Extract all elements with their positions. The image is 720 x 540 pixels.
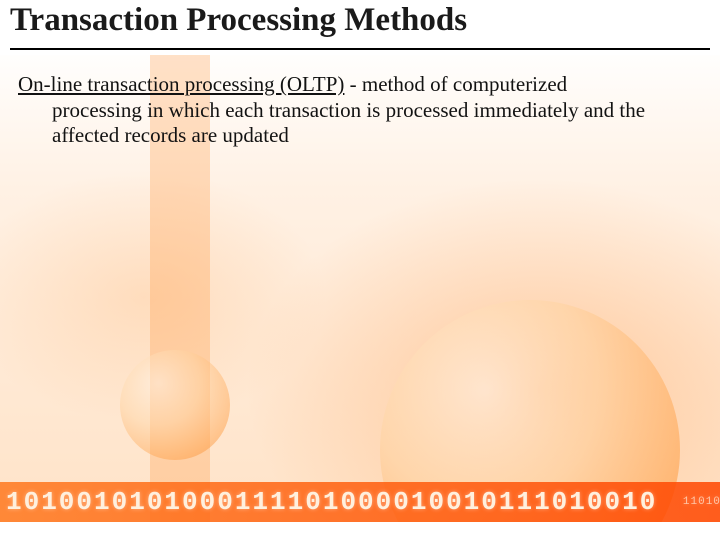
binary-decor-strip: 1010010101000111101000010010111010010 11… <box>0 482 720 522</box>
definition-term: On-line transaction processing (OLTP) <box>18 72 344 96</box>
decor-sphere-small <box>120 350 230 460</box>
definition-tail: - method of computerized <box>344 72 567 96</box>
title-underline <box>10 48 710 50</box>
slide-body: On-line transaction processing (OLTP) - … <box>18 72 690 149</box>
slide-title: Transaction Processing Methods <box>10 2 467 39</box>
footer-whitespace <box>0 522 720 540</box>
definition-line-3: affected records are updated <box>18 123 690 149</box>
binary-faint-text: 11010101010111010000101 0010010101 1001 <box>675 496 720 508</box>
binary-large-text: 1010010101000111101000010010111010010 <box>6 487 657 517</box>
definition-line-2: processing in which each transaction is … <box>18 98 690 124</box>
